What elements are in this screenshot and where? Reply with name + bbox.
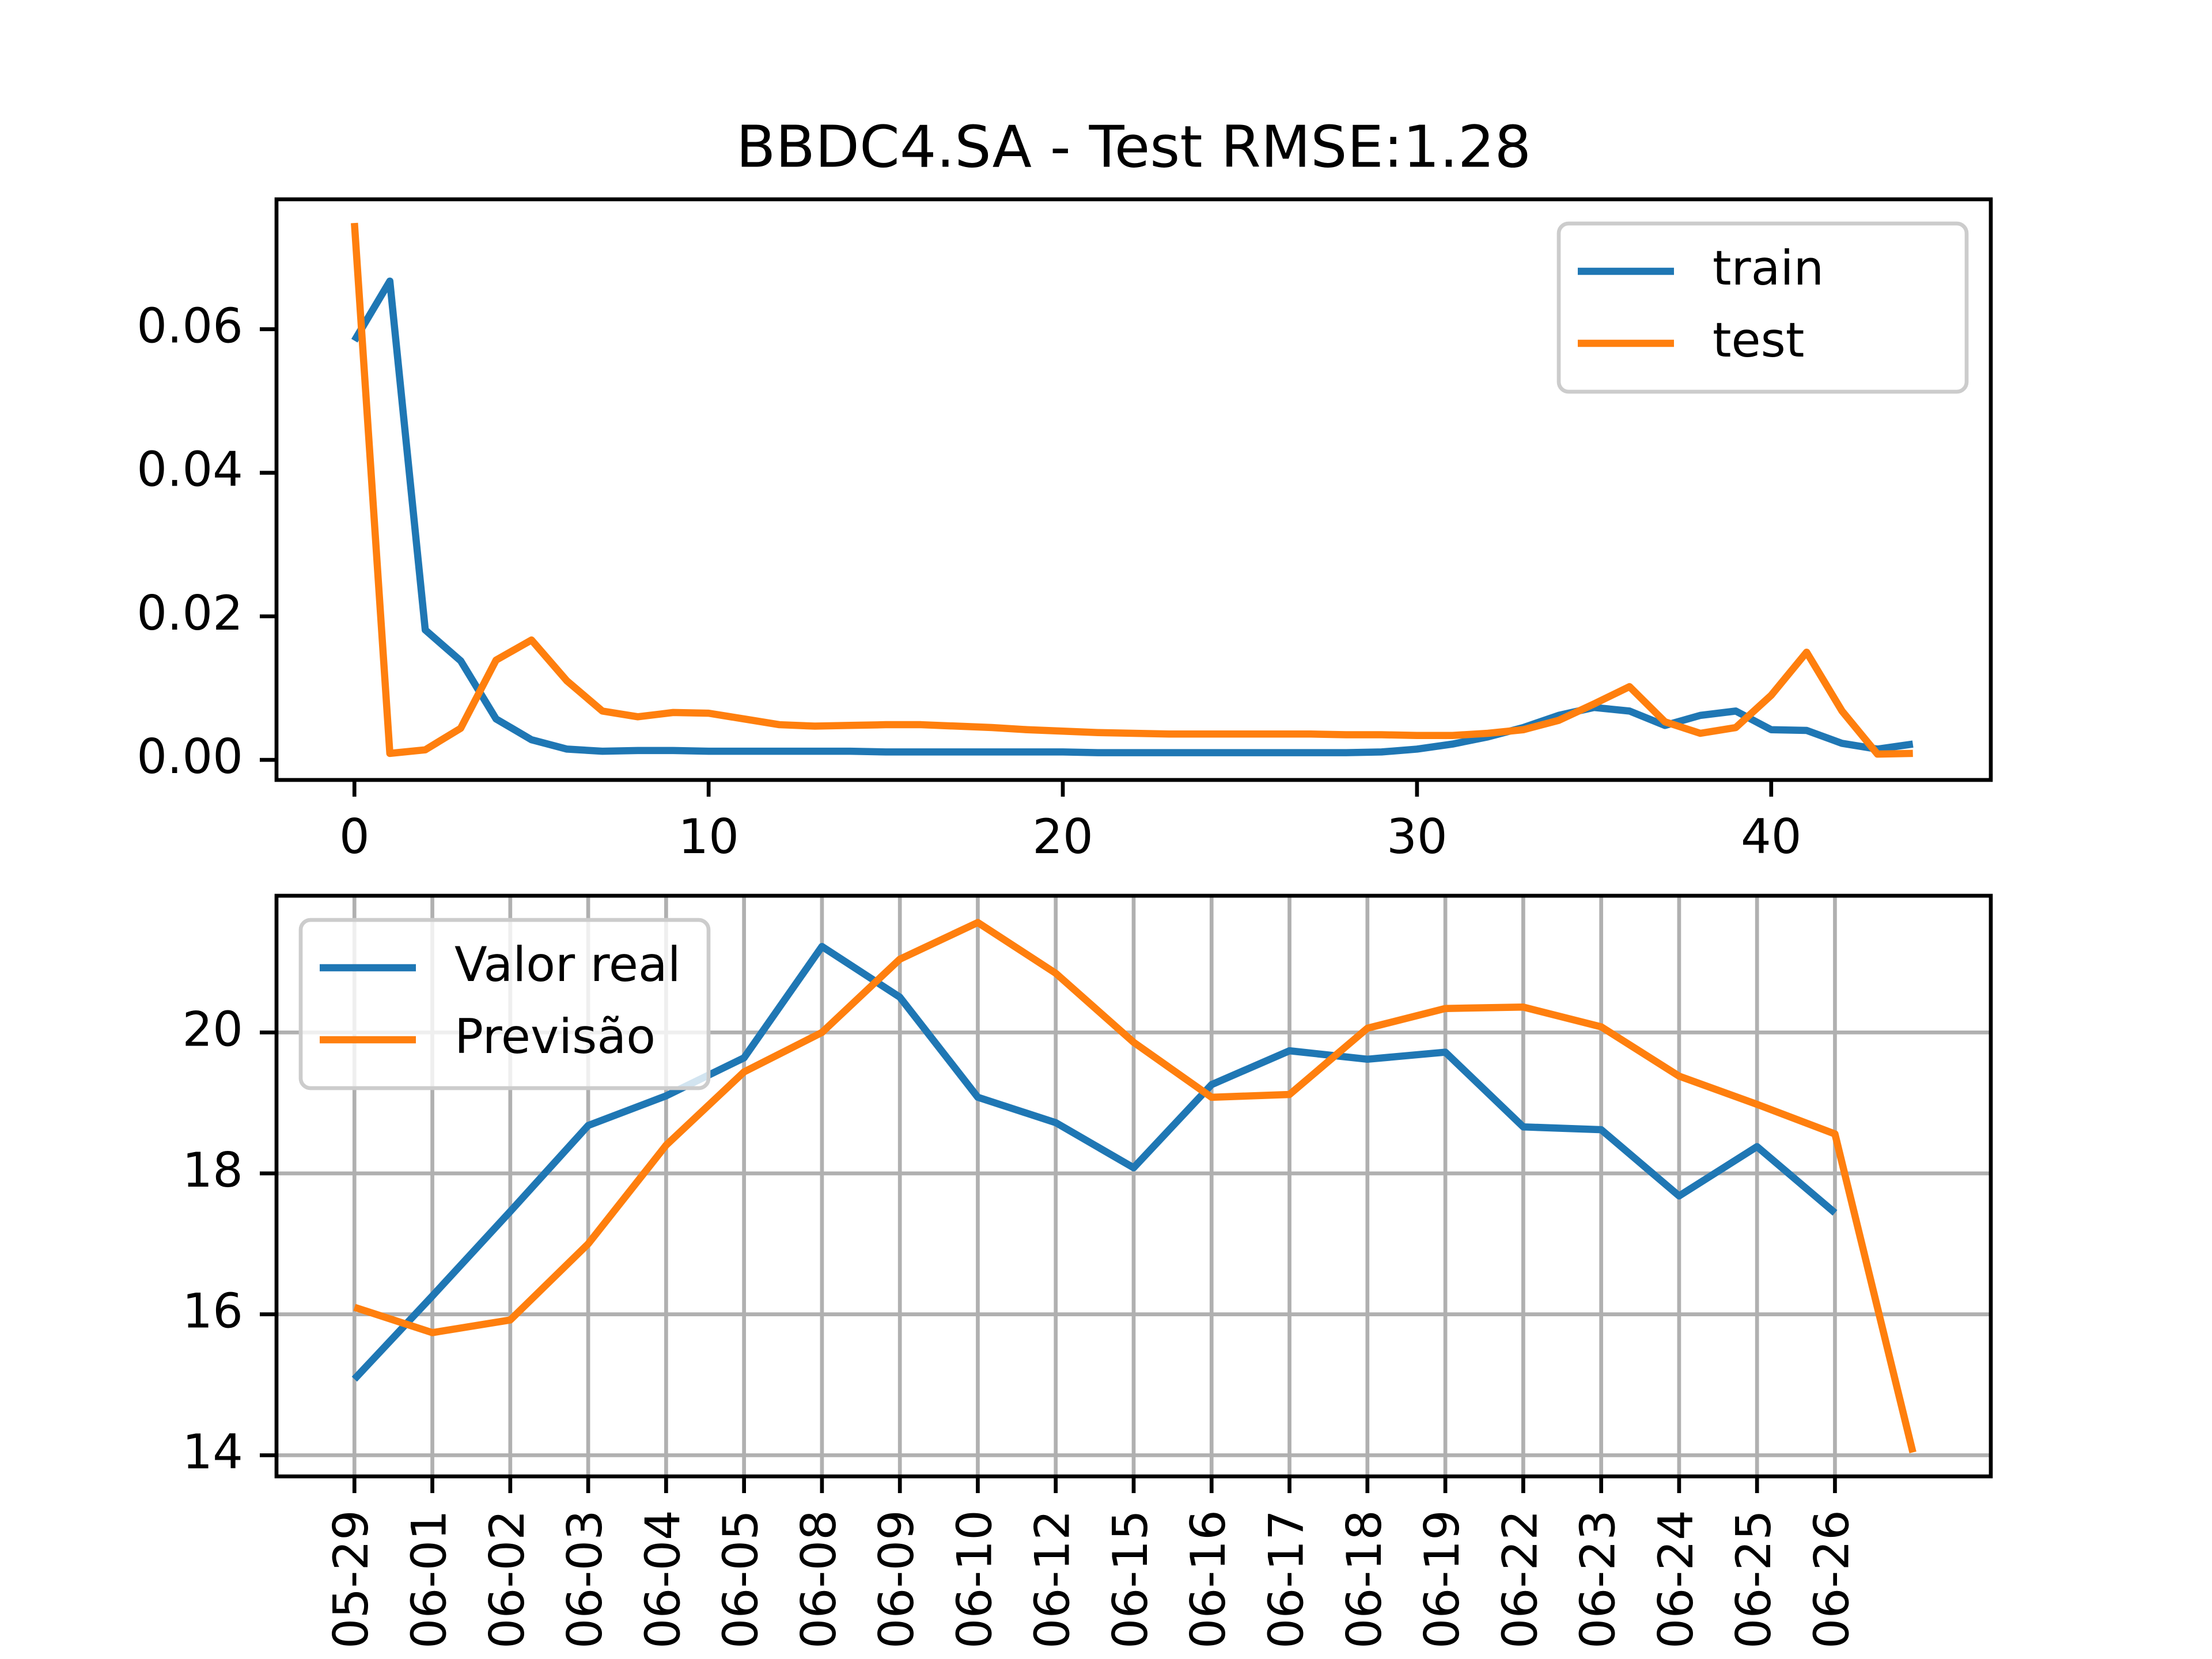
x-tick-label: 20 bbox=[1032, 809, 1093, 865]
y-tick-label: 0.02 bbox=[137, 585, 243, 641]
y-tick-label: 14 bbox=[182, 1424, 243, 1480]
x-tick-label: 40 bbox=[1741, 809, 1802, 865]
x-tick-label: 06-23 bbox=[1570, 1510, 1626, 1649]
x-tick-label: 06-05 bbox=[713, 1510, 769, 1649]
x-tick-label: 06-04 bbox=[635, 1510, 691, 1649]
series-line bbox=[353, 919, 1916, 1453]
y-tick-label: 18 bbox=[182, 1142, 243, 1198]
x-tick-label: 06-19 bbox=[1414, 1510, 1470, 1649]
x-tick-label: 30 bbox=[1387, 809, 1448, 865]
chart-title: BBDC4.SA - Test RMSE:1.28 bbox=[736, 113, 1531, 180]
x-tick-label: 06-08 bbox=[791, 1510, 847, 1649]
x-tick-label: 10 bbox=[678, 809, 739, 865]
y-tick-label: 0.04 bbox=[137, 442, 243, 498]
x-tick-label: 06-10 bbox=[946, 1510, 1002, 1649]
series-line bbox=[351, 277, 1914, 756]
legend-box bbox=[298, 918, 711, 1090]
series-line bbox=[351, 222, 1913, 758]
y-tick-label: 0.00 bbox=[137, 729, 243, 785]
x-tick-label: 06-03 bbox=[557, 1510, 613, 1649]
y-tick-label: 0.06 bbox=[137, 298, 243, 354]
y-tick-label: 16 bbox=[182, 1283, 243, 1339]
legend-label: Valor real bbox=[454, 937, 681, 993]
legend-label: test bbox=[1713, 312, 1804, 368]
x-tick-label: 06-26 bbox=[1804, 1510, 1859, 1649]
axes-frame bbox=[274, 893, 1993, 1479]
x-tick-label: 06-25 bbox=[1726, 1510, 1782, 1649]
x-tick-label: 06-22 bbox=[1492, 1510, 1548, 1649]
axes-frame bbox=[274, 197, 1993, 782]
x-tick-label: 05-29 bbox=[323, 1510, 379, 1649]
x-tick-label: 06-18 bbox=[1336, 1510, 1392, 1649]
x-tick-label: 06-15 bbox=[1103, 1510, 1158, 1649]
x-tick-label: 06-16 bbox=[1180, 1510, 1236, 1649]
x-tick-label: 06-09 bbox=[869, 1510, 925, 1649]
x-tick-label: 06-12 bbox=[1025, 1510, 1081, 1649]
x-tick-label: 06-01 bbox=[401, 1510, 457, 1649]
legend-label: Previsão bbox=[454, 1009, 656, 1065]
legend-label: train bbox=[1713, 240, 1824, 296]
x-tick-label: 0 bbox=[339, 809, 370, 865]
x-tick-label: 06-02 bbox=[479, 1510, 535, 1649]
y-tick-label: 20 bbox=[182, 1001, 243, 1057]
x-tick-label: 06-17 bbox=[1258, 1510, 1314, 1649]
x-tick-label: 06-24 bbox=[1648, 1510, 1704, 1649]
series-line bbox=[351, 942, 1838, 1382]
legend-box bbox=[1556, 221, 1969, 394]
